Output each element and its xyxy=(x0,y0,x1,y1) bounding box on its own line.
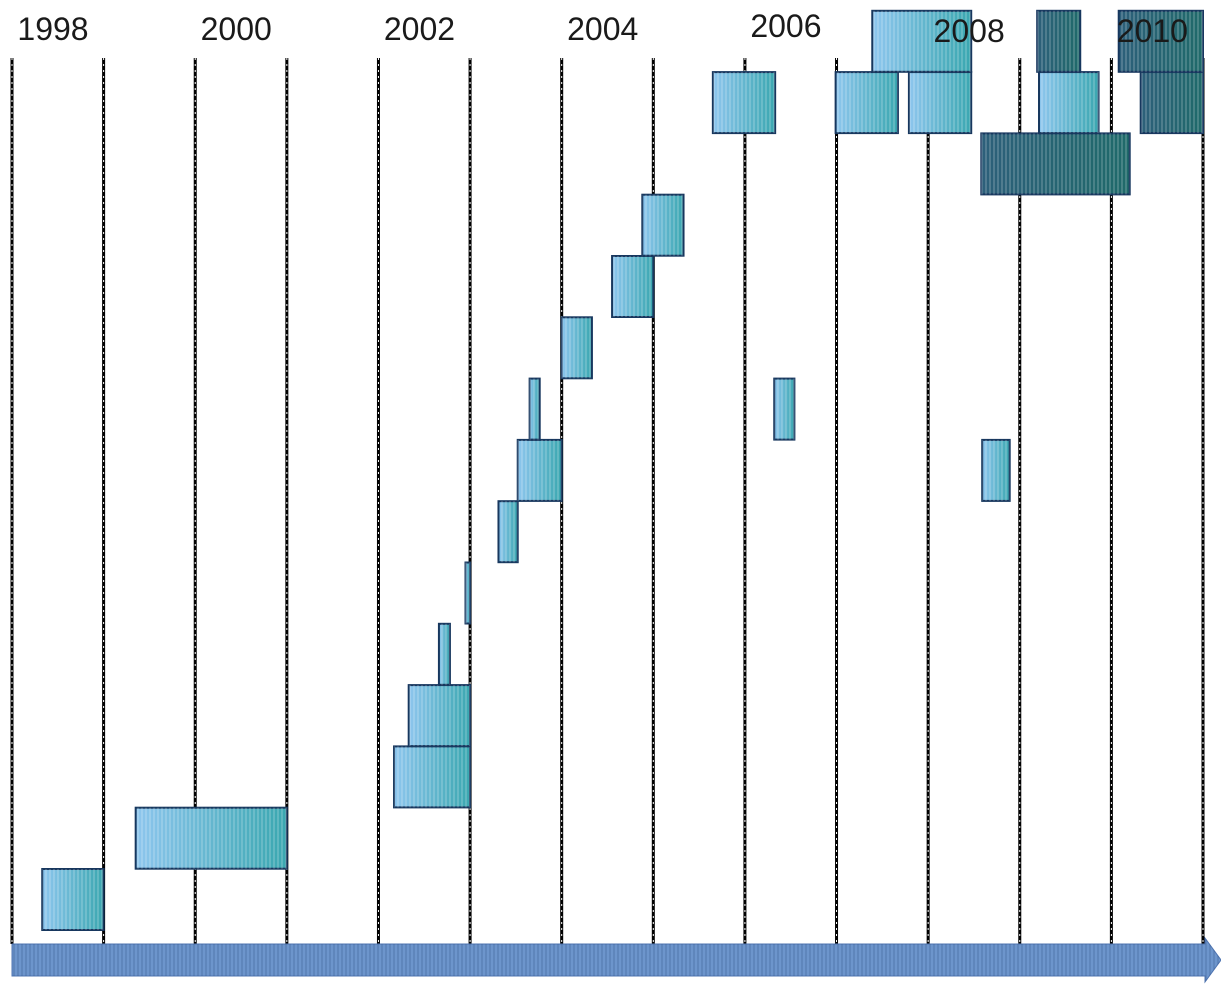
year-label-2006: 2006 xyxy=(750,8,821,44)
timeline-bar xyxy=(528,377,541,441)
timeline-bars xyxy=(41,9,1205,931)
timeline-bar xyxy=(1038,71,1100,135)
year-label-2008: 2008 xyxy=(934,13,1005,49)
year-tick-labels: 1998 2000 2002 2004 2006 2008 2010 xyxy=(17,8,1188,49)
timeline-bar xyxy=(773,377,796,441)
year-label-2004: 2004 xyxy=(567,11,638,47)
axis-arrow-texture xyxy=(12,938,1221,982)
timeline-bar xyxy=(641,193,685,257)
timeline-bar xyxy=(834,71,899,135)
year-label-2010: 2010 xyxy=(1117,13,1188,49)
timeline-bar xyxy=(981,438,1011,502)
timeline-bar xyxy=(516,438,563,502)
timeline-bar xyxy=(711,71,777,135)
timeline-bar xyxy=(497,500,519,564)
year-label-2000: 2000 xyxy=(201,11,272,47)
timeline-bar xyxy=(134,806,288,870)
timeline-bar xyxy=(407,684,472,748)
timeline-bar xyxy=(41,868,105,931)
year-label-1998: 1998 xyxy=(17,11,88,47)
timeline-bar xyxy=(1036,9,1082,73)
time-axis-arrow xyxy=(11,936,1221,984)
timeline-bar xyxy=(437,622,451,686)
timeline-bar xyxy=(560,316,593,380)
timeline-bar xyxy=(980,132,1131,196)
timeline-bar xyxy=(1139,71,1204,135)
timeline-bar xyxy=(611,255,655,318)
year-label-2002: 2002 xyxy=(384,11,455,47)
timeline-bar xyxy=(464,561,472,625)
timeline-bar xyxy=(907,71,973,135)
gridlines xyxy=(10,58,1205,944)
timeline-bar xyxy=(393,745,472,809)
